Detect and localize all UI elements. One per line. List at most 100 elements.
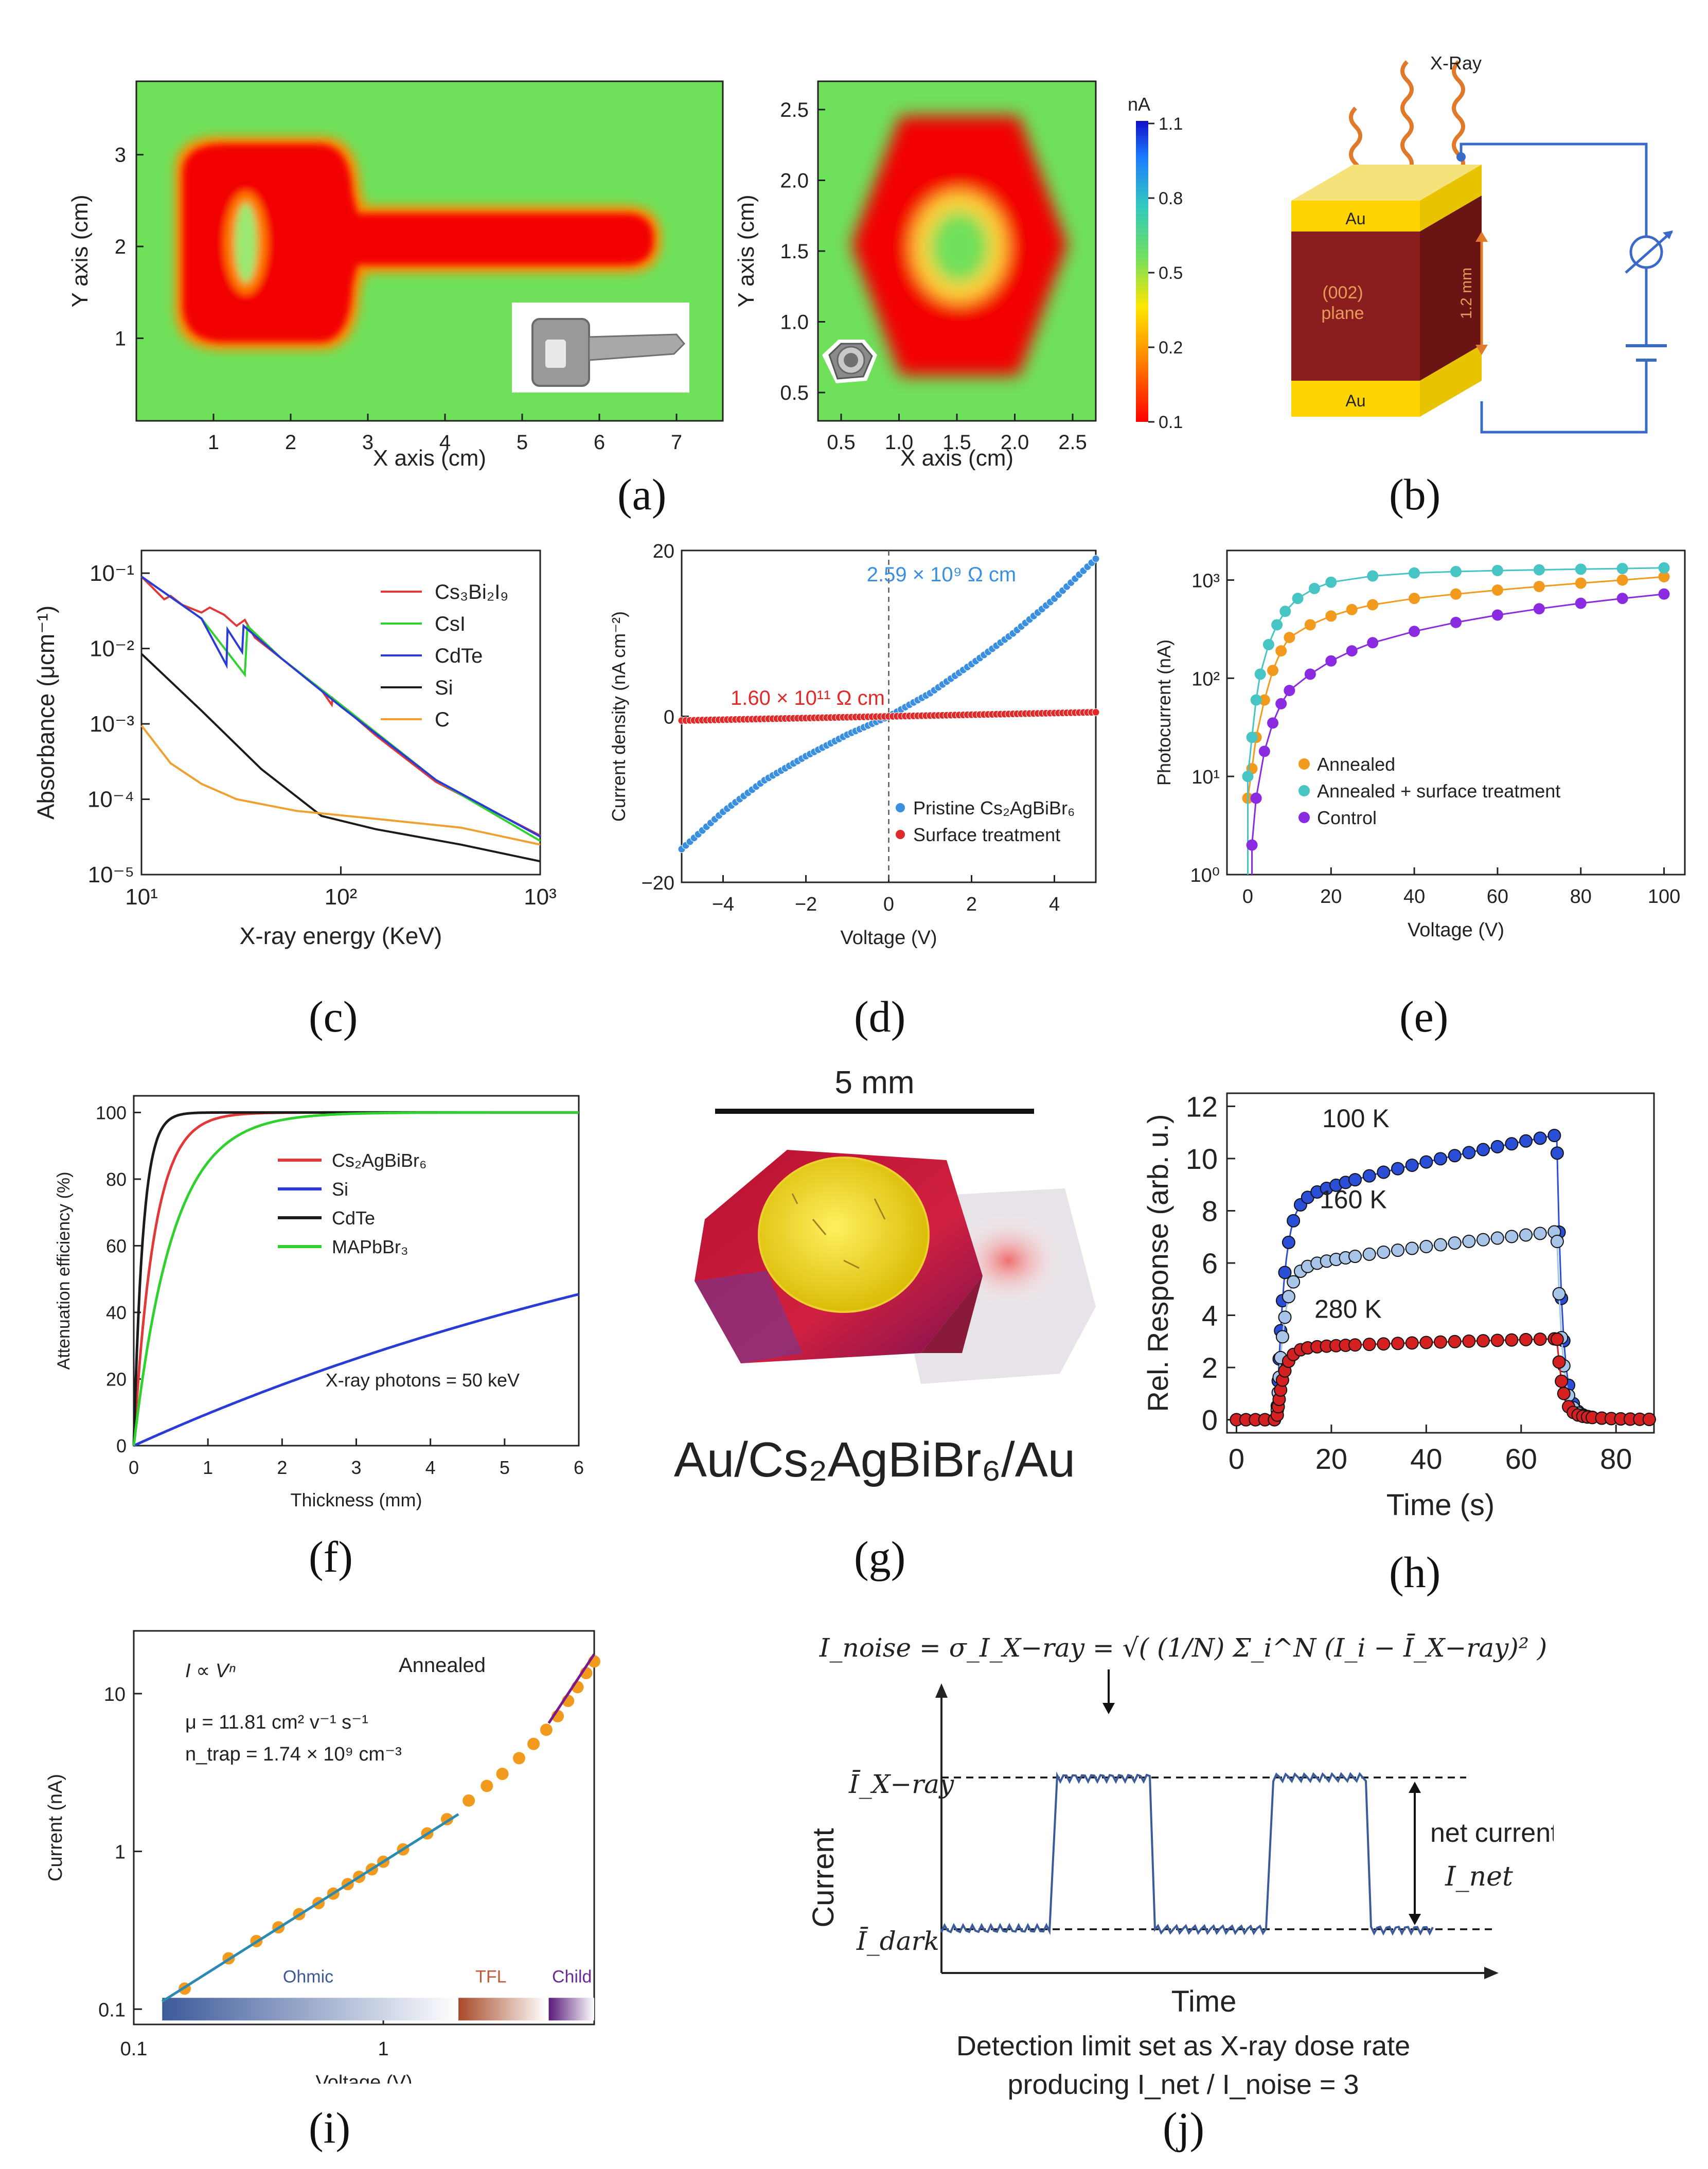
y-tick-label: 3 bbox=[115, 144, 126, 167]
data-point bbox=[1434, 1335, 1447, 1349]
x-tick-label: 10² bbox=[325, 884, 358, 910]
x-tick-label: 80 bbox=[1600, 1443, 1632, 1475]
x-axis-label: X axis (cm) bbox=[900, 446, 1013, 471]
data-point bbox=[512, 1752, 525, 1765]
x-tick-label: −4 bbox=[712, 894, 734, 915]
data-point bbox=[1658, 588, 1670, 600]
x-tick-label: 1 bbox=[203, 1457, 213, 1478]
data-point bbox=[1616, 563, 1628, 575]
data-point bbox=[1505, 1230, 1519, 1243]
x-tick-label: 5 bbox=[500, 1457, 510, 1478]
legend-swatch bbox=[896, 830, 905, 839]
data-point bbox=[1275, 1330, 1289, 1344]
y-tick-label: 10 bbox=[104, 1684, 126, 1705]
legend-label: MAPbBr₃ bbox=[332, 1236, 408, 1257]
x-tick-label: 1.5 bbox=[942, 431, 971, 454]
inset-nut-photo bbox=[822, 340, 877, 383]
y-axis-label: Current bbox=[807, 1828, 840, 1927]
colorbar-tick-label: 0.2 bbox=[1159, 338, 1183, 358]
svg-text:(f): (f) bbox=[309, 1532, 353, 1581]
x-tick-label: 6 bbox=[594, 431, 605, 454]
y-tick-label: 2.5 bbox=[780, 99, 809, 121]
data-point bbox=[1367, 570, 1379, 582]
data-point bbox=[1419, 1155, 1433, 1169]
annotation-treated: 1.60 × 10¹¹ Ω cm bbox=[731, 687, 885, 709]
xray-arrows bbox=[1349, 60, 1465, 184]
data-point bbox=[1462, 1146, 1476, 1160]
data-point bbox=[1490, 1334, 1504, 1347]
x-tick-label: 20 bbox=[1315, 1443, 1347, 1475]
caption-line-2: producing I_net / I_noise = 3 bbox=[1008, 2069, 1359, 2100]
data-point bbox=[1448, 1149, 1462, 1163]
net-current-label: net current bbox=[1430, 1818, 1554, 1848]
data-point bbox=[1287, 1275, 1301, 1289]
data-point bbox=[1275, 645, 1287, 657]
scale-label: 5 mm bbox=[835, 1065, 915, 1100]
data-point bbox=[1519, 1332, 1533, 1346]
svg-text:(i): (i) bbox=[309, 2103, 350, 2153]
x-axis-label: Voltage (V) bbox=[1408, 919, 1504, 941]
heatmap-key bbox=[136, 81, 723, 421]
y-tick-label: 10⁻⁵ bbox=[88, 862, 134, 887]
data-point bbox=[1391, 1162, 1404, 1176]
data-point bbox=[1367, 637, 1379, 649]
legend-label: Pristine Cs₂AgBiBr₆ bbox=[913, 797, 1075, 819]
legend-label: Annealed bbox=[1317, 754, 1395, 775]
colorbar: nA 1.1 0.8 0.5 0.2 0.1 bbox=[1128, 94, 1183, 432]
data-point bbox=[1292, 593, 1304, 605]
panel-f-label: (f) bbox=[309, 1532, 353, 1581]
colorbar-tick-label: 0.5 bbox=[1159, 263, 1183, 283]
data-point bbox=[1267, 665, 1278, 677]
data-point bbox=[540, 1723, 553, 1736]
plot-frame bbox=[133, 1095, 580, 1447]
plot-frame bbox=[1226, 1092, 1655, 1434]
x-tick-label: 0 bbox=[883, 894, 894, 915]
data-point bbox=[1476, 1143, 1490, 1157]
x-tick-label: 4 bbox=[425, 1457, 436, 1478]
data-point bbox=[1271, 619, 1283, 631]
data-point bbox=[1346, 645, 1358, 657]
data-point bbox=[1405, 1336, 1419, 1350]
data-point bbox=[1490, 1140, 1504, 1153]
fit-child bbox=[547, 1653, 596, 1724]
data-point bbox=[1308, 582, 1320, 594]
data-point bbox=[1476, 1334, 1490, 1348]
fit-line bbox=[1251, 593, 1664, 875]
y-tick-label: 10¹ bbox=[1191, 767, 1220, 788]
data-point bbox=[1278, 1266, 1292, 1279]
plot-frame bbox=[133, 1630, 595, 2025]
y-axis-label: Rel. Response (arb. u.) bbox=[1142, 1114, 1174, 1412]
y-tick-label: 10⁻¹ bbox=[90, 561, 134, 586]
panel-c-label: (c) bbox=[309, 992, 358, 1041]
x-tick-label: 3 bbox=[362, 431, 373, 454]
data-point bbox=[1092, 555, 1100, 563]
data-point bbox=[1519, 1228, 1533, 1242]
data-point bbox=[1519, 1134, 1533, 1148]
colorbar-tick-label: 0.1 bbox=[1159, 413, 1183, 432]
y-axis-label: Current density (nA cm⁻²) bbox=[608, 611, 629, 822]
region-tfl bbox=[458, 1998, 546, 2021]
x-tick-label: 2 bbox=[966, 894, 977, 915]
x-tick-label: 10¹ bbox=[125, 884, 158, 910]
data-point bbox=[1462, 1334, 1476, 1348]
legend-swatch bbox=[896, 803, 905, 812]
x-tick-label: 2.0 bbox=[1001, 431, 1029, 454]
data-point bbox=[1448, 1236, 1462, 1250]
data-point bbox=[1405, 1241, 1419, 1255]
data-point bbox=[1450, 616, 1462, 628]
y-axis-label: Current (nA) bbox=[45, 1774, 66, 1881]
legend-label: Si bbox=[332, 1179, 348, 1200]
y-tick-label: 2.0 bbox=[780, 170, 809, 192]
data-point bbox=[1533, 603, 1545, 615]
data-point bbox=[1491, 564, 1503, 576]
data-point bbox=[1258, 694, 1270, 706]
x-tick-label: 2 bbox=[277, 1457, 287, 1478]
data-point bbox=[1348, 1250, 1362, 1264]
x-tick-label: 4 bbox=[439, 431, 451, 454]
data-point bbox=[1409, 567, 1420, 579]
x-tick-label: 4 bbox=[1049, 894, 1060, 915]
x-axis-label: Thickness (mm) bbox=[290, 1489, 422, 1510]
x-tick-label: 80 bbox=[1570, 886, 1592, 908]
region-label-tfl: TFL bbox=[475, 1967, 506, 1986]
panel-a-nut-map: 0.5 1.0 1.5 2.0 2.5 0.5 1.0 1.5 2.0 2.5 nA 1.1 0.8… bbox=[734, 80, 1183, 471]
